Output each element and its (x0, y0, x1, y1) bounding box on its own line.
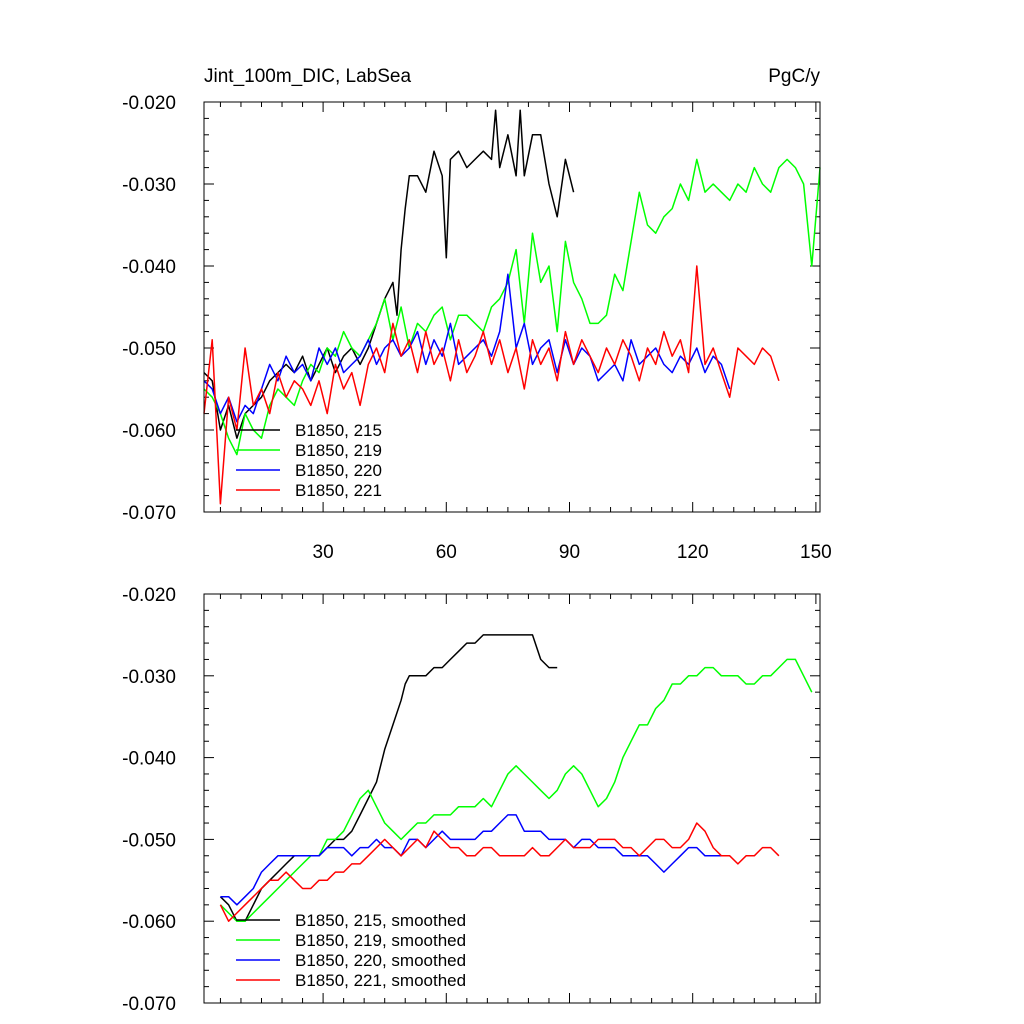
bottom-legend-label: B1850, 221, smoothed (295, 971, 466, 990)
bottom-y-tick-label: -0.050 (122, 830, 176, 851)
top-legend-label: B1850, 220 (295, 461, 382, 480)
top-y-tick-label: -0.040 (122, 257, 176, 278)
bottom-legend-label: B1850, 215, smoothed (295, 911, 466, 930)
top-panel-frame (203, 101, 821, 513)
top-panel-units: PgC/y (768, 66, 820, 87)
top-x-tick-label: 30 (313, 542, 334, 563)
top-panel: Jint_100m_DIC, LabSea PgC/y 30 60 90 120 150… (122, 66, 832, 563)
top-y-tick-label: -0.070 (122, 503, 176, 524)
top-panel-x-tick-labels: 30 60 90 120 150 (313, 542, 832, 563)
bottom-panel-ticks (204, 593, 820, 1004)
top-series-line-b1850-220 (203, 273, 731, 423)
top-y-tick-label: -0.020 (122, 93, 176, 114)
bottom-y-tick-label: -0.020 (122, 585, 176, 606)
bottom-y-tick-label: -0.030 (122, 667, 176, 688)
top-legend-label: B1850, 215 (295, 421, 382, 440)
bottom-series-line-b1850-220-smoothed (220, 814, 730, 906)
bottom-panel-frame (203, 593, 821, 1004)
top-series-line-b1850-221 (203, 265, 780, 505)
top-panel-ticks (204, 101, 820, 513)
bottom-legend-label: B1850, 220, smoothed (295, 951, 466, 970)
top-series-line-b1850-215 (203, 109, 575, 439)
bottom-series-line-b1850-215-smoothed (219, 634, 558, 922)
bottom-panel-y-tick-labels: -0.070 -0.060 -0.050 -0.040 -0.030 -0.020 (122, 585, 176, 1015)
top-x-tick-label: 60 (436, 542, 457, 563)
bottom-panel-lines (219, 634, 813, 922)
top-y-tick-label: -0.030 (122, 175, 176, 196)
bottom-panel: -0.070 -0.060 -0.050 -0.040 -0.030 -0.020 B18… (122, 585, 821, 1015)
top-panel-title: Jint_100m_DIC, LabSea (204, 66, 411, 87)
bottom-y-tick-label: -0.040 (122, 749, 176, 770)
bottom-y-tick-label: -0.060 (122, 912, 176, 933)
top-x-tick-label: 150 (800, 542, 832, 563)
top-x-tick-label: 90 (559, 542, 580, 563)
top-legend-label: B1850, 221 (295, 481, 382, 500)
top-y-tick-label: -0.060 (122, 421, 176, 442)
bottom-y-tick-label: -0.070 (122, 994, 176, 1015)
top-panel-lines (203, 109, 821, 505)
top-y-tick-label: -0.050 (122, 339, 176, 360)
top-panel-y-tick-labels: -0.070 -0.060 -0.050 -0.040 -0.030 -0.020 (122, 93, 176, 524)
bottom-series-line-b1850-221-smoothed (219, 822, 780, 922)
bottom-legend-label: B1850, 219, smoothed (295, 931, 466, 950)
top-x-tick-label: 120 (677, 542, 709, 563)
top-legend-label: B1850, 219 (295, 441, 382, 460)
